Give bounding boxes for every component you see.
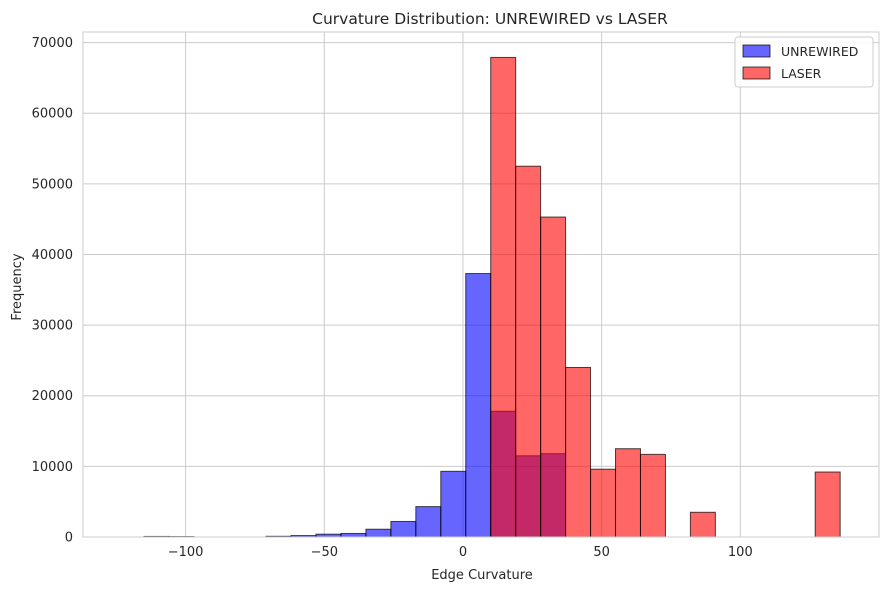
y-tick-label: 0 xyxy=(65,531,73,546)
bar-laser xyxy=(515,165,542,538)
y-tick-label: 40000 xyxy=(32,248,73,263)
y-tick-label: 20000 xyxy=(32,389,73,404)
grid xyxy=(83,32,879,538)
bar-laser xyxy=(615,448,641,538)
x-tick-label: 50 xyxy=(593,545,610,560)
bar-unrewired xyxy=(465,273,492,538)
x-tick-label: 100 xyxy=(728,545,753,560)
bar-laser xyxy=(590,468,617,538)
legend: UNREWIRED LASER xyxy=(734,36,874,88)
bar-unrewired xyxy=(365,528,392,538)
legend-label-unrewired: UNREWIRED xyxy=(781,44,858,59)
y-axis-label: Frequency xyxy=(10,253,25,320)
bar-laser xyxy=(490,56,517,538)
bar-laser xyxy=(565,366,592,538)
bar-unrewired xyxy=(390,520,417,538)
x-axis-ticks: −100 −50 0 50 100 xyxy=(168,545,753,560)
bar-laser xyxy=(689,511,716,538)
bar-laser xyxy=(639,453,666,538)
bar-laser xyxy=(540,216,567,538)
x-tick-label: 0 xyxy=(459,545,467,560)
bar-unrewired xyxy=(440,470,467,538)
x-axis-label: Edge Curvature xyxy=(431,568,533,583)
y-tick-label: 10000 xyxy=(32,460,73,475)
legend-swatch-laser xyxy=(742,66,771,80)
chart-title: Curvature Distribution: UNREWIRED vs LAS… xyxy=(312,10,668,28)
x-tick-label: −100 xyxy=(168,545,204,560)
axes-frame xyxy=(82,31,880,538)
legend-swatch-unrewired xyxy=(742,44,771,58)
y-axis-ticks: 0 10000 20000 30000 40000 50000 60000 70000 xyxy=(32,36,73,545)
bar-laser xyxy=(814,471,841,538)
bar-unrewired xyxy=(415,506,442,538)
y-tick-label: 60000 xyxy=(32,107,73,122)
y-tick-label: 70000 xyxy=(32,36,73,51)
bars xyxy=(143,56,841,538)
plot-frame xyxy=(82,31,880,538)
y-tick-label: 30000 xyxy=(32,319,73,334)
y-tick-label: 50000 xyxy=(32,177,73,192)
legend-label-laser: LASER xyxy=(781,66,822,81)
bar-unrewired xyxy=(340,532,367,538)
x-tick-label: −50 xyxy=(311,545,338,560)
